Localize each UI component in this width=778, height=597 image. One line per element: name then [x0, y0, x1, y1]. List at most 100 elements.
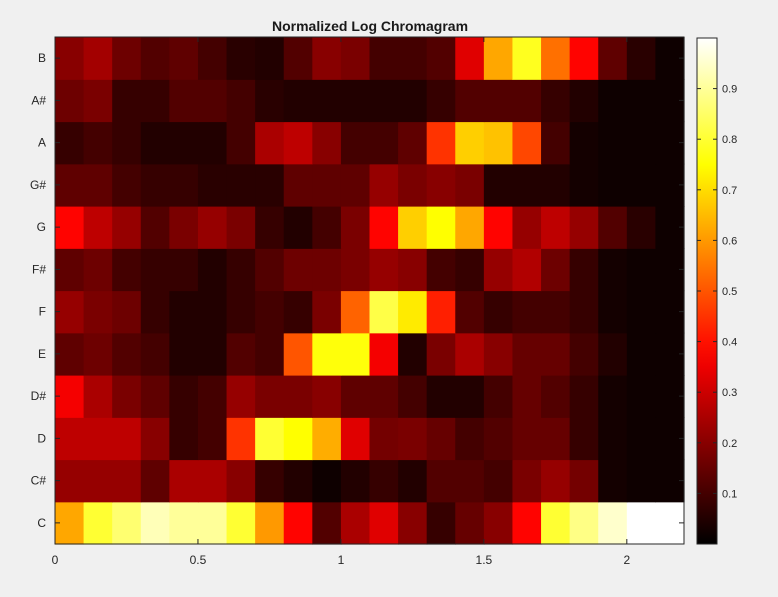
- heatmap-cell: [483, 206, 514, 249]
- heatmap-cell: [598, 459, 628, 503]
- heatmap-cell: [283, 37, 313, 80]
- heatmap-cell: [541, 459, 571, 503]
- heatmap-cell: [197, 417, 228, 461]
- colorbar-tick-label: 0.8: [722, 134, 737, 146]
- heatmap-cell: [598, 121, 628, 165]
- heatmap-cell: [426, 290, 456, 334]
- heatmap-cell: [483, 37, 514, 80]
- heatmap-cell: [255, 375, 285, 418]
- heatmap-cell: [483, 248, 514, 292]
- heatmap-cell: [369, 121, 399, 165]
- heatmap-cell: [541, 206, 571, 249]
- heatmap-cell: [140, 121, 170, 165]
- heatmap-cell: [340, 332, 371, 376]
- colorbar-tick-label: 0.6: [722, 235, 737, 247]
- heatmap-cell: [512, 79, 542, 123]
- heatmap-cell: [140, 417, 170, 461]
- heatmap-cell: [369, 248, 399, 292]
- heatmap-cell: [83, 37, 113, 80]
- heatmap-cell: [312, 332, 342, 376]
- heatmap-cell: [512, 417, 542, 461]
- heatmap-cell: [598, 163, 628, 207]
- x-tick-label: 0.5: [190, 553, 207, 567]
- heatmap-cell: [283, 290, 313, 334]
- heatmap-cell: [598, 206, 628, 249]
- heatmap-cell: [569, 248, 599, 292]
- heatmap-cell: [283, 121, 313, 165]
- heatmap-cell: [340, 206, 371, 249]
- heatmap-cell: [340, 37, 371, 80]
- heatmap-cell: [626, 459, 657, 503]
- heatmap-cell: [541, 79, 571, 123]
- heatmap-cell: [112, 248, 142, 292]
- heatmap-cell: [598, 290, 628, 334]
- heatmap-cell: [626, 290, 657, 334]
- heatmap-cell: [197, 375, 228, 418]
- heatmap-cell: [340, 79, 371, 123]
- heatmap-cell: [569, 79, 599, 123]
- heatmap-cell: [512, 248, 542, 292]
- y-tick-label: G#: [30, 178, 46, 192]
- heatmap-cell: [169, 37, 199, 80]
- heatmap-cell: [569, 206, 599, 249]
- heatmap-cell: [83, 501, 113, 545]
- heatmap-cell: [197, 206, 228, 249]
- heatmap-cell: [455, 501, 485, 545]
- heatmap-cell: [426, 163, 456, 207]
- heatmap-cell: [197, 79, 228, 123]
- heatmap-cell: [340, 248, 371, 292]
- heatmap-cell: [169, 79, 199, 123]
- heatmap-cell: [455, 459, 485, 503]
- heatmap-cell: [369, 332, 399, 376]
- heatmap-cell: [398, 501, 428, 545]
- heatmap-cell: [483, 459, 514, 503]
- heatmap-cell: [169, 501, 199, 545]
- heatmap-cell: [626, 206, 657, 249]
- heatmap-cell: [255, 206, 285, 249]
- heatmap-cell: [226, 37, 256, 80]
- heatmap-cell: [83, 459, 113, 503]
- heatmap-cell: [255, 417, 285, 461]
- heatmap-cell: [455, 332, 485, 376]
- heatmap-cell: [83, 248, 113, 292]
- heatmap-cell: [169, 206, 199, 249]
- heatmap-cell: [226, 332, 256, 376]
- heatmap-cell: [626, 79, 657, 123]
- heatmap-cell: [112, 163, 142, 207]
- heatmap-cell: [197, 459, 228, 503]
- heatmap-cell: [512, 290, 542, 334]
- heatmap-cell: [626, 248, 657, 292]
- x-tick-label: 1: [338, 553, 345, 567]
- heatmap-cell: [226, 79, 256, 123]
- heatmap-cell: [197, 290, 228, 334]
- heatmap-cell: [83, 79, 113, 123]
- heatmap-cell: [255, 37, 285, 80]
- heatmap-cell: [483, 332, 514, 376]
- y-tick-label: D#: [31, 389, 47, 403]
- heatmap-cell: [140, 332, 170, 376]
- heatmap-cell: [369, 37, 399, 80]
- heatmap-cell: [169, 417, 199, 461]
- heatmap-cell: [569, 37, 599, 80]
- heatmap-cell: [598, 501, 628, 545]
- heatmap-cell: [83, 121, 113, 165]
- heatmap-cell: [569, 459, 599, 503]
- heatmap-cell: [283, 332, 313, 376]
- heatmap-cell: [112, 332, 142, 376]
- heatmap-cell: [541, 37, 571, 80]
- heatmap-cell: [541, 290, 571, 334]
- heatmap-cell: [112, 37, 142, 80]
- heatmap-cell: [569, 375, 599, 418]
- heatmap-cell: [255, 501, 285, 545]
- heatmap-cell: [255, 332, 285, 376]
- heatmap-cell: [483, 79, 514, 123]
- heatmap-cell: [512, 459, 542, 503]
- heatmap-cell: [455, 163, 485, 207]
- heatmap-cell: [255, 459, 285, 503]
- colorbar-tick-label: 0.7: [722, 185, 737, 197]
- heatmap-cell: [312, 248, 342, 292]
- heatmap-cell: [140, 79, 170, 123]
- heatmap-cell: [112, 459, 142, 503]
- heatmap-cell: [283, 248, 313, 292]
